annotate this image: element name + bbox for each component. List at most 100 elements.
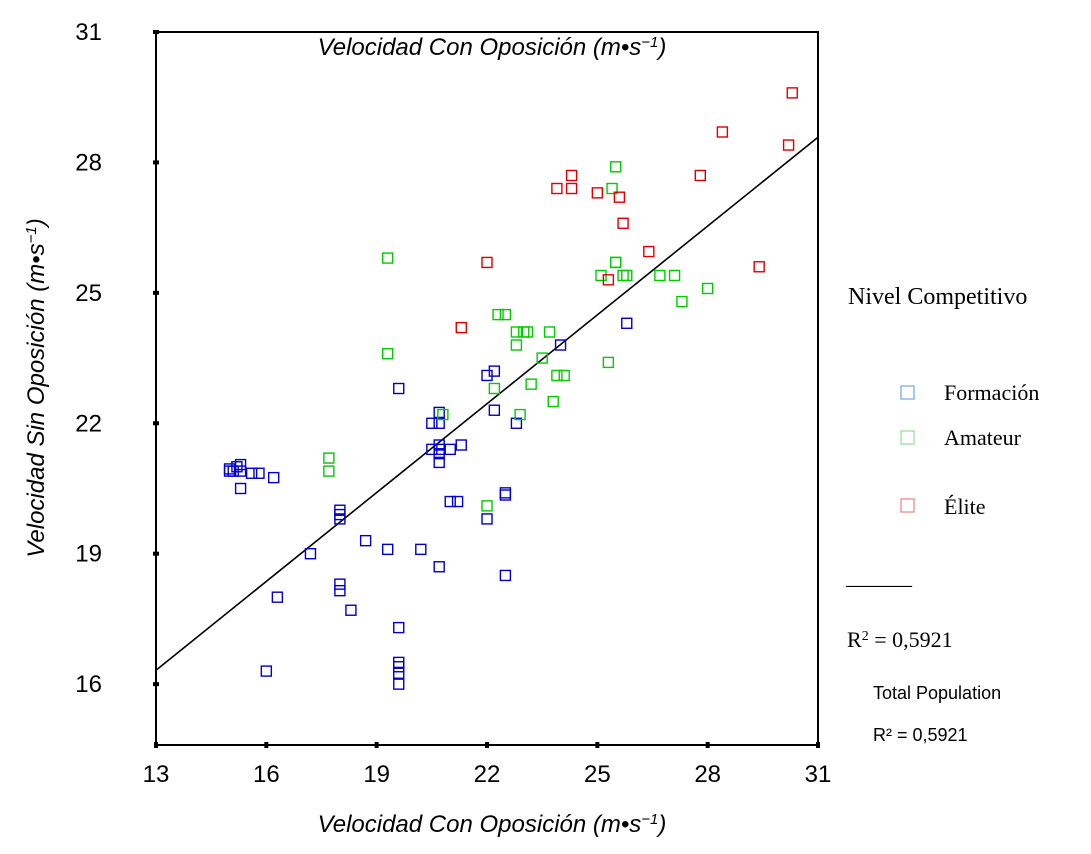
data-point xyxy=(610,161,622,173)
data-point xyxy=(393,678,405,690)
data-point xyxy=(518,326,530,338)
data-point xyxy=(345,604,357,616)
data-point xyxy=(393,621,405,634)
x-tick-label: 28 xyxy=(694,761,721,788)
data-point xyxy=(382,348,394,360)
y-tick-label: 22 xyxy=(75,410,102,437)
y-axis-label-suffix: ) xyxy=(23,218,50,229)
data-point xyxy=(558,369,570,382)
y-tick-label: 16 xyxy=(75,671,102,698)
data-point xyxy=(613,191,626,203)
x-tick-label: 22 xyxy=(474,761,501,788)
data-point xyxy=(565,169,578,182)
data-point xyxy=(521,326,534,338)
data-point xyxy=(676,295,688,308)
legend-label-amateur: Amateur xyxy=(944,425,1022,450)
data-point xyxy=(694,169,707,182)
data-point xyxy=(492,308,504,321)
y-axis-label: Velocidad Sin Oposición (m•s−1) xyxy=(23,218,51,557)
chart-title-exp: −1 xyxy=(641,34,658,51)
data-point xyxy=(543,326,556,338)
data-point xyxy=(433,443,445,456)
data-point xyxy=(437,408,449,421)
r2-base: R xyxy=(847,627,862,652)
total-population-label: Total Population xyxy=(873,683,1001,703)
data-point xyxy=(393,661,405,673)
data-point xyxy=(786,87,798,99)
data-point xyxy=(602,356,615,369)
data-point xyxy=(260,665,273,677)
data-point xyxy=(334,513,346,525)
data-point xyxy=(602,274,615,286)
r2-exp: 2 xyxy=(862,629,869,644)
chart-title: Velocidad Con Oposición (m•s−1) xyxy=(318,34,667,62)
data-points xyxy=(223,87,798,690)
data-point xyxy=(271,591,284,603)
data-point xyxy=(510,417,523,429)
y-tick-label: 28 xyxy=(75,149,102,176)
data-point xyxy=(253,467,265,479)
x-axis-label: Velocidad Con Oposición (m•s−1) xyxy=(318,811,667,839)
y-axis-label-prefix: Velocidad Sin Oposición (m•s xyxy=(23,243,50,557)
r2-annotation: R2 = 0,5921 xyxy=(847,627,953,652)
data-point xyxy=(451,495,464,508)
fit-line-group xyxy=(155,136,819,671)
y-axis-label-exp: −1 xyxy=(23,226,40,243)
data-point xyxy=(304,548,317,560)
r2-value: = 0,5921 xyxy=(869,627,953,652)
x-tick-label: 16 xyxy=(253,761,280,788)
data-point xyxy=(481,256,493,269)
data-point xyxy=(481,513,493,525)
y-tick-label: 25 xyxy=(75,280,102,307)
data-point xyxy=(433,417,445,429)
data-point xyxy=(234,458,247,471)
x-tick-label: 13 xyxy=(143,761,170,788)
data-point xyxy=(610,256,622,269)
data-point xyxy=(617,217,629,229)
data-point xyxy=(223,463,236,475)
data-point xyxy=(547,395,559,408)
data-point xyxy=(334,584,346,597)
series-1 xyxy=(323,161,714,512)
data-point xyxy=(488,382,501,395)
y-tick-label: 19 xyxy=(75,541,102,568)
data-point xyxy=(510,326,523,338)
data-point xyxy=(433,406,445,419)
data-point xyxy=(753,261,765,273)
data-point xyxy=(716,126,729,138)
data-point xyxy=(643,245,655,258)
data-point xyxy=(565,182,578,195)
legend: Nivel Competitivo Formación Amateur Élit… xyxy=(845,284,1039,745)
data-point xyxy=(654,269,666,282)
x-tick-label: 25 xyxy=(584,761,611,788)
legend-separator-line: ______ xyxy=(845,564,913,589)
data-point xyxy=(267,471,280,484)
data-point xyxy=(444,443,456,456)
data-point xyxy=(426,417,438,429)
legend-title: Nivel Competitivo xyxy=(848,284,1027,310)
data-point xyxy=(323,452,335,464)
x-axis-label-suffix: ) xyxy=(655,811,666,838)
data-point xyxy=(234,465,247,477)
data-point xyxy=(668,269,681,282)
data-point xyxy=(481,500,493,512)
data-point xyxy=(455,439,467,451)
data-point xyxy=(701,282,714,295)
x-tick-label: 19 xyxy=(363,761,390,788)
data-point xyxy=(499,569,512,582)
data-point xyxy=(525,378,537,390)
data-point xyxy=(510,339,523,351)
data-point xyxy=(606,182,618,195)
data-point xyxy=(499,489,512,501)
legend-label-formacion: Formación xyxy=(944,380,1039,405)
legend-marker-amateur xyxy=(900,430,915,445)
data-point xyxy=(382,543,394,556)
y-tick-label: 31 xyxy=(75,19,102,46)
x-axis-label-exp: −1 xyxy=(641,811,658,828)
regression-line xyxy=(155,136,819,671)
x-axis-ticks: 13 16 19 22 25 28 31 xyxy=(143,742,832,788)
x-tick-label: 31 xyxy=(805,761,832,788)
data-point xyxy=(359,534,372,547)
data-point xyxy=(433,561,445,573)
